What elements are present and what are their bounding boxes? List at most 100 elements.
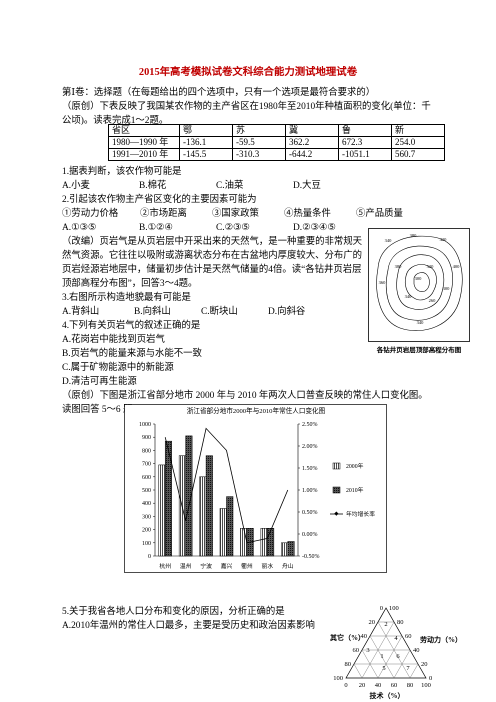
contour-line (385, 245, 453, 321)
y-tick-label: 100 (142, 541, 151, 547)
axis-title: 其它（%） (330, 633, 365, 642)
option: D.②③④⑤ (293, 223, 336, 233)
table-cell: 1980—1990 年 (108, 136, 180, 149)
contour-line (376, 235, 463, 331)
contour-label: 400 (453, 264, 461, 269)
point-label: 6 (396, 653, 400, 660)
table-cell: -59.5 (232, 136, 286, 149)
tick-label: 60 (391, 682, 398, 689)
axis-title: 技术（%） (370, 691, 405, 700)
y-tick-label: 800 (142, 448, 151, 454)
option: A.小麦 (62, 181, 90, 191)
contour-label: 320 (427, 264, 435, 269)
tick-label: 60 (353, 647, 360, 654)
item: ④热量条件 (284, 209, 331, 219)
option: B.棉花 (139, 181, 167, 191)
grid-line (369, 635, 395, 679)
table-cell: -1051.1 (338, 148, 392, 161)
table-row: 省区鄂苏冀鲁新 (108, 124, 445, 137)
y2-tick-label: 1.00% (302, 488, 318, 494)
option: D.清洁可再生能源 (62, 377, 137, 387)
grid-line (393, 649, 411, 679)
y2-tick-label: 0.00% (302, 532, 318, 538)
table-cell: 新 (391, 124, 445, 137)
option: A.①③⑤ (62, 223, 97, 233)
options: A.①③⑤ B.①②④ C.②③⑤ D.②③④⑤ (62, 221, 336, 235)
bar (205, 455, 213, 557)
y-tick-label: 700 (142, 462, 151, 468)
tick-label: 0 (429, 675, 432, 682)
tick-label: 0 (344, 682, 347, 689)
bar (226, 496, 234, 557)
table-cell: 鄂 (179, 124, 233, 137)
tick-label: 40 (413, 647, 420, 654)
ternary-diagram: 其它（%） 劳动力（%） 技术（%） 020406080100100806040… (330, 605, 460, 700)
table-cell: 苏 (232, 124, 286, 137)
intro: （原创）下图是浙江省部分地市 2000 年与 2010 年两次人口普查反映的常住… (62, 391, 428, 415)
items: ①劳动力价格 ②市场距离 ③国家政策 ④热量条件 ⑤产品质量 (62, 207, 403, 221)
y2-tick-label: 2.00% (302, 444, 318, 450)
page-title: 2015年高考模拟试卷文科综合能力测试地理试卷 (138, 67, 358, 78)
intro: （原创）下表反映了我国某农作物的主产省区在1980年至2010年种植面积的变化(… (62, 102, 431, 126)
bar (158, 464, 166, 557)
question: 1.据表判断，该农作物可能是 (62, 167, 182, 177)
chart: 浙江省部分地市2000年与2010年常住人口变化图 0 100 200 300 400 5… (124, 404, 387, 573)
option: D.大豆 (293, 181, 321, 191)
y2-tick-label: 1.50% (302, 466, 318, 472)
contours (376, 235, 463, 331)
table-row: 1980—1990 年 -136.1 -59.5 362.2 672.3 254.0 (108, 136, 445, 149)
tick-label: 40 (375, 682, 382, 689)
tick-label: 20 (359, 682, 366, 689)
bar (185, 435, 193, 557)
option: B.向斜山 (134, 307, 171, 317)
contour-label: 420 (440, 237, 448, 242)
grid-line (409, 663, 419, 679)
options: A.小麦 B.棉花 C.油菜 D.大豆 (62, 179, 321, 193)
legend-swatch (332, 486, 341, 494)
legend-swatch (332, 462, 341, 470)
table-cell: 560.7 (391, 148, 445, 161)
item: ③国家政策 (212, 209, 259, 219)
bar (199, 476, 207, 557)
question: 2.引起该农作物主产省区变化的主要因素可能为 (62, 195, 257, 205)
option: D.向斜谷 (268, 307, 306, 317)
tick-label: 100 (333, 675, 343, 682)
x-tick-label: 温州 (180, 562, 192, 570)
bar (281, 542, 289, 557)
x-tick-label: 杭州 (159, 562, 171, 570)
chart-title: 浙江省部分地市2000年与2010年常住人口变化图 (187, 406, 326, 415)
bar (219, 508, 227, 557)
contour-line (413, 272, 430, 292)
contour-label: 380 (395, 264, 403, 269)
table-cell: -644.2 (285, 148, 339, 161)
point-label: 3 (366, 647, 369, 654)
grid-line (377, 635, 403, 679)
contour-label: 300 (415, 276, 423, 281)
point-label: 4 (394, 635, 398, 642)
table-cell: 鲁 (338, 124, 392, 137)
table-cell: -310.3 (232, 148, 286, 161)
y-tick-label: 0 (148, 554, 151, 560)
grid-line (353, 663, 363, 679)
legend-label: 2010年 (346, 486, 364, 494)
tick-label: 100 (389, 605, 399, 612)
line (164, 427, 289, 544)
y-tick-label: 900 (142, 435, 151, 441)
contour-label: 340 (417, 320, 425, 325)
contour-label: 260 (429, 298, 437, 303)
y2-tick-label: -0.50% (302, 554, 320, 560)
contour-label: 300 (443, 286, 451, 291)
y-tick-label: 400 (142, 501, 151, 507)
y-tick-label: 500 (142, 488, 151, 494)
question: 3.右图所示构造地貌最有可能是 (62, 293, 191, 303)
x-tick-label: 舟山 (282, 562, 294, 570)
contour-line (396, 254, 445, 310)
option: B.页岩气的能量来源与水能不一致 (62, 349, 202, 359)
option: A.背斜山 (62, 307, 100, 317)
point-label: 5 (382, 665, 385, 672)
point-label: 7 (406, 665, 410, 672)
grid-line (361, 649, 379, 679)
item: ①劳动力价格 (62, 209, 119, 219)
point-label: 1 (380, 653, 383, 660)
